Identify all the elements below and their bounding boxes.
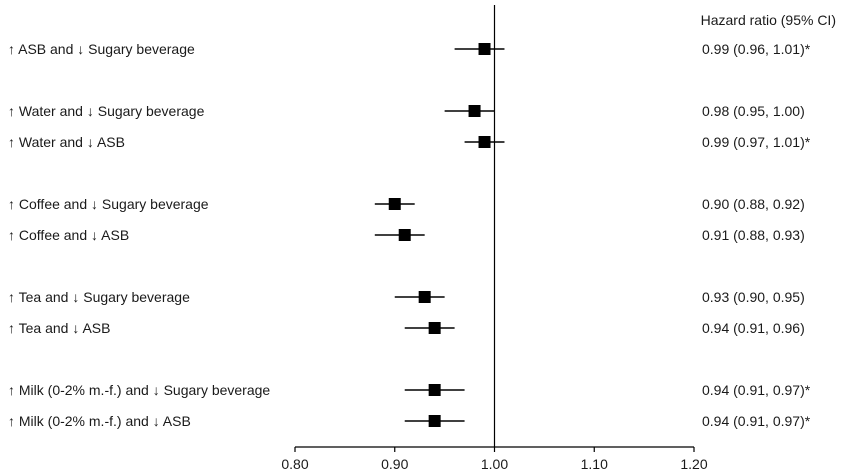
hr-marker bbox=[478, 43, 491, 55]
row-label: ↑ Coffee and ↓ Sugary beverage bbox=[8, 196, 209, 212]
hr-text: 0.94 (0.91, 0.97)* bbox=[702, 413, 811, 429]
x-axis: 0.80 0.90 1.00 1.10 1.20 bbox=[281, 5, 708, 472]
row-label: ↑ Tea and ↓ ASB bbox=[8, 320, 110, 336]
hr-text: 0.99 (0.96, 1.01)* bbox=[702, 41, 811, 57]
row-label: ↑ ASB and ↓ Sugary beverage bbox=[8, 41, 195, 57]
hr-marker bbox=[428, 384, 441, 396]
hr-text: 0.93 (0.90, 0.95) bbox=[702, 289, 805, 305]
hr-marker bbox=[388, 198, 401, 210]
row-label: ↑ Water and ↓ ASB bbox=[8, 134, 125, 150]
hr-marker bbox=[428, 322, 441, 334]
hr-text: 0.94 (0.91, 0.96) bbox=[702, 320, 805, 336]
row-label: ↑ Water and ↓ Sugary beverage bbox=[8, 103, 205, 119]
row-label: ↑ Milk (0-2% m.-f.) and ↓ Sugary beverag… bbox=[8, 382, 270, 398]
hr-marker bbox=[468, 105, 481, 117]
x-tick-label: 1.10 bbox=[581, 456, 608, 472]
row-label: ↑ Coffee and ↓ ASB bbox=[8, 227, 129, 243]
hr-text: 0.99 (0.97, 1.01)* bbox=[702, 134, 811, 150]
column-header: Hazard ratio (95% CI) bbox=[701, 12, 836, 28]
hr-marker bbox=[478, 136, 491, 148]
hr-text: 0.91 (0.88, 0.93) bbox=[702, 227, 805, 243]
hr-marker bbox=[418, 291, 431, 303]
hr-text: 0.90 (0.88, 0.92) bbox=[702, 196, 805, 212]
hr-text: 0.94 (0.91, 0.97)* bbox=[702, 382, 811, 398]
x-tick-label: 0.90 bbox=[381, 456, 408, 472]
forest-rows: ↑ ASB and ↓ Sugary beverage 0.99 (0.96, 1… bbox=[8, 41, 811, 429]
hr-text: 0.98 (0.95, 1.00) bbox=[702, 103, 805, 119]
x-tick-label: 1.00 bbox=[481, 456, 508, 472]
hr-marker bbox=[398, 229, 411, 241]
row-label: ↑ Milk (0-2% m.-f.) and ↓ ASB bbox=[8, 413, 191, 429]
hr-marker bbox=[428, 415, 441, 427]
x-tick-label: 0.80 bbox=[281, 456, 308, 472]
row-label: ↑ Tea and ↓ Sugary beverage bbox=[8, 289, 190, 305]
x-tick-label: 1.20 bbox=[680, 456, 707, 472]
